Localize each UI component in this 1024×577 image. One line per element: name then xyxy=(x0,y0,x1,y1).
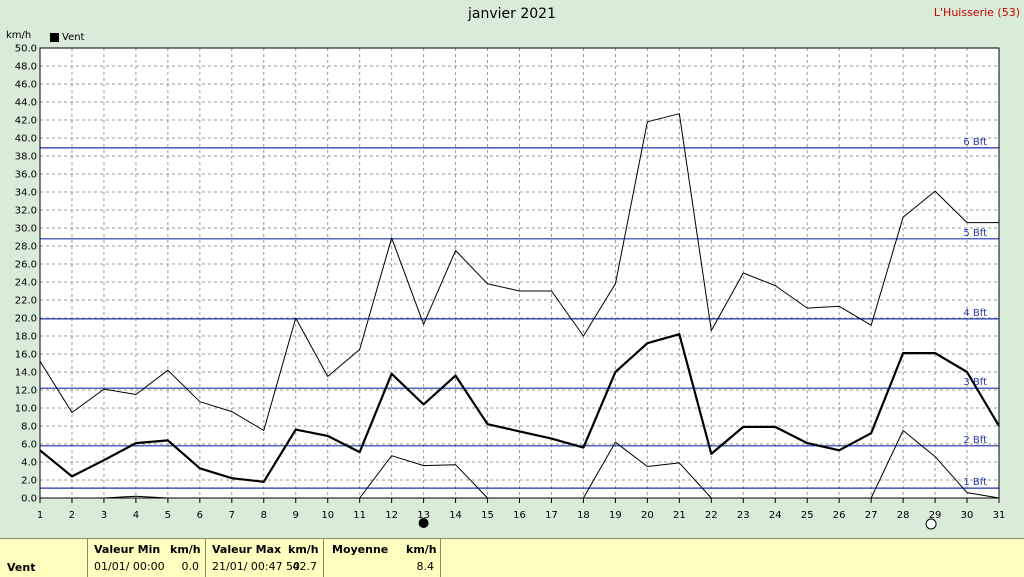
max-cell: Valeur Max km/h 21/01/ 00:47 50 42.7 xyxy=(205,539,323,577)
full-moon-icon xyxy=(925,518,937,530)
x-tick-label: 12 xyxy=(385,510,398,521)
x-tick-label: 13 xyxy=(417,510,430,521)
x-tick-label: 29 xyxy=(929,510,942,521)
y-tick-label: 32.0 xyxy=(15,206,37,217)
max-unit: km/h xyxy=(288,543,319,556)
beaufort-label: 1 Bft xyxy=(963,477,987,488)
x-tick-label: 28 xyxy=(897,510,910,521)
y-tick-label: 2.0 xyxy=(21,476,37,487)
beaufort-label: 3 Bft xyxy=(963,377,987,388)
x-tick-label: 24 xyxy=(769,510,782,521)
x-tick-label: 15 xyxy=(481,510,494,521)
y-tick-label: 42.0 xyxy=(15,116,37,127)
beaufort-label: 2 Bft xyxy=(963,435,987,446)
y-tick-label: 26.0 xyxy=(15,260,37,271)
max-header: Valeur Max xyxy=(212,543,282,556)
y-tick-label: 38.0 xyxy=(15,152,37,163)
x-tick-label: 6 xyxy=(197,510,203,521)
y-tick-label: 44.0 xyxy=(15,98,37,109)
x-tick-label: 5 xyxy=(165,510,171,521)
max-time-suffix: 50 xyxy=(286,560,300,573)
new-moon-icon xyxy=(418,518,429,528)
y-tick-label: 34.0 xyxy=(15,188,37,199)
min-value: 0.0 xyxy=(181,560,200,573)
beaufort-lines: 1 Bft 2 Bft 3 Bft 4 Bft 5 Bft 6 Bft xyxy=(40,137,999,489)
y-tick-label: 30.0 xyxy=(15,224,37,235)
legend-swatch xyxy=(50,33,59,42)
stats-footer: Vent Valeur Min km/h 01/01/ 00:00 0.0 Va… xyxy=(0,538,1024,577)
avg-value: 8.4 xyxy=(416,560,435,573)
beaufort-label: 4 Bft xyxy=(963,308,987,319)
x-tick-label: 23 xyxy=(737,510,750,521)
x-tick-label: 4 xyxy=(133,510,139,521)
footer-row-label: Vent xyxy=(7,561,36,574)
y-tick-label: 28.0 xyxy=(15,242,37,253)
x-tick-label: 1 xyxy=(37,510,43,521)
station-name: L'Huisserie (53) xyxy=(933,6,1020,19)
x-tick-label: 14 xyxy=(449,510,462,521)
legend-label: Vent xyxy=(62,32,85,43)
y-tick-label: 48.0 xyxy=(15,62,37,73)
max-date: 21/01/ 00:47 xyxy=(212,560,283,573)
x-tick-label: 10 xyxy=(321,510,334,521)
x-tick-label: 26 xyxy=(833,510,846,521)
avg-unit: km/h xyxy=(406,543,437,556)
y-tick-label: 22.0 xyxy=(15,296,37,307)
beaufort-label: 5 Bft xyxy=(963,228,987,239)
x-tick-label: 20 xyxy=(641,510,654,521)
y-tick-label: 16.0 xyxy=(15,350,37,361)
x-tick-label: 19 xyxy=(609,510,622,521)
y-tick-label: 20.0 xyxy=(15,314,37,325)
x-tick-label: 7 xyxy=(229,510,235,521)
grid-lines xyxy=(40,48,999,498)
moon-markers xyxy=(418,518,937,530)
y-axis-unit: km/h xyxy=(6,30,32,41)
min-unit: km/h xyxy=(170,543,201,556)
x-tick-label: 3 xyxy=(101,510,107,521)
chart-area: 1 Bft 2 Bft 3 Bft 4 Bft 5 Bft 6 Bft 0.0 2.0 4.0… xyxy=(15,44,1006,530)
y-tick-label: 12.0 xyxy=(15,386,37,397)
min-cell: Valeur Min km/h 01/01/ 00:00 0.0 xyxy=(87,539,205,577)
x-tick-label: 25 xyxy=(801,510,814,521)
series-line-mean xyxy=(39,333,1000,483)
x-tick-label: 17 xyxy=(545,510,558,521)
x-tick-label: 9 xyxy=(293,510,299,521)
avg-cell: Moyenne km/h 8.4 xyxy=(323,539,441,577)
x-tick-label: 22 xyxy=(705,510,718,521)
y-tick-label: 6.0 xyxy=(21,440,37,451)
x-tick-label: 31 xyxy=(993,510,1006,521)
max-value: 42.7 xyxy=(292,560,318,573)
x-tick-label: 11 xyxy=(353,510,366,521)
x-tick-label: 2 xyxy=(69,510,75,521)
y-tick-label: 14.0 xyxy=(15,368,37,379)
x-tick-label: 27 xyxy=(865,510,878,521)
x-tick-label: 21 xyxy=(673,510,686,521)
y-tick-label: 4.0 xyxy=(21,458,37,469)
y-tick-label: 10.0 xyxy=(15,404,37,415)
y-tick-label: 40.0 xyxy=(15,134,37,145)
x-tick-label: 18 xyxy=(577,510,590,521)
series-line-max xyxy=(39,113,999,431)
x-tick-label: 8 xyxy=(261,510,267,521)
y-tick-label: 8.0 xyxy=(21,422,37,433)
min-header: Valeur Min xyxy=(94,543,161,556)
chart-title: janvier 2021 xyxy=(468,6,556,22)
y-tick-label: 0.0 xyxy=(21,494,37,505)
x-tick-label: 16 xyxy=(513,510,526,521)
y-tick-label: 24.0 xyxy=(15,278,37,289)
avg-header: Moyenne xyxy=(332,543,389,556)
y-tick-label: 18.0 xyxy=(15,332,37,343)
x-tick-label: 30 xyxy=(961,510,974,521)
plot-frame xyxy=(39,47,1000,499)
y-tick-label: 46.0 xyxy=(15,80,37,91)
y-tick-label: 50.0 xyxy=(15,44,37,55)
axes: 0.0 2.0 4.0 6.0 8.0 10.0 12.0 14.0 16.0 18.0 20.0 2… xyxy=(15,44,1006,522)
legend: Vent xyxy=(50,32,84,43)
y-tick-label: 36.0 xyxy=(15,170,37,181)
min-date: 01/01/ 00:00 xyxy=(94,560,165,573)
beaufort-label: 6 Bft xyxy=(963,137,987,148)
